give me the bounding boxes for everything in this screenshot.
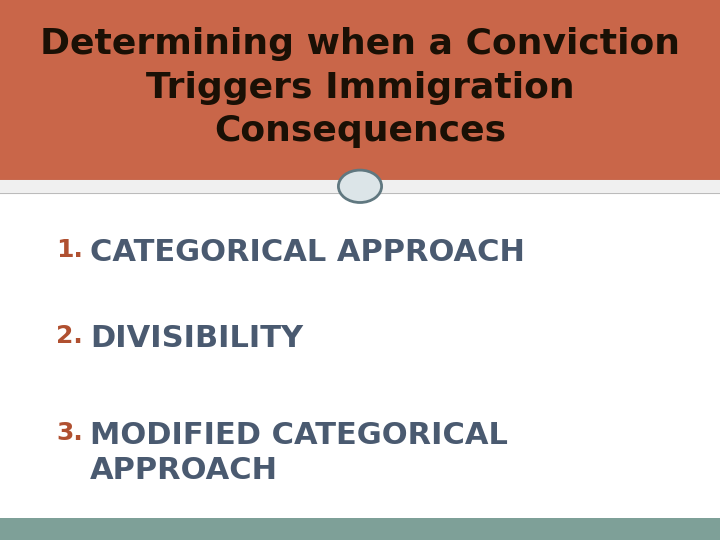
Bar bbox=[0, 518, 720, 540]
Text: CATEGORICAL APPROACH: CATEGORICAL APPROACH bbox=[90, 238, 525, 267]
Text: Determining when a Conviction
Triggers Immigration
Consequences: Determining when a Conviction Triggers I… bbox=[40, 28, 680, 148]
Circle shape bbox=[338, 170, 382, 202]
Bar bbox=[0, 0, 720, 186]
Text: 2.: 2. bbox=[56, 324, 83, 348]
Text: 3.: 3. bbox=[56, 421, 83, 445]
Bar bbox=[0, 186, 720, 518]
Text: DIVISIBILITY: DIVISIBILITY bbox=[90, 324, 303, 353]
Bar bbox=[0, 180, 720, 193]
Text: 1.: 1. bbox=[56, 238, 83, 261]
Text: MODIFIED CATEGORICAL
APPROACH: MODIFIED CATEGORICAL APPROACH bbox=[90, 421, 508, 485]
